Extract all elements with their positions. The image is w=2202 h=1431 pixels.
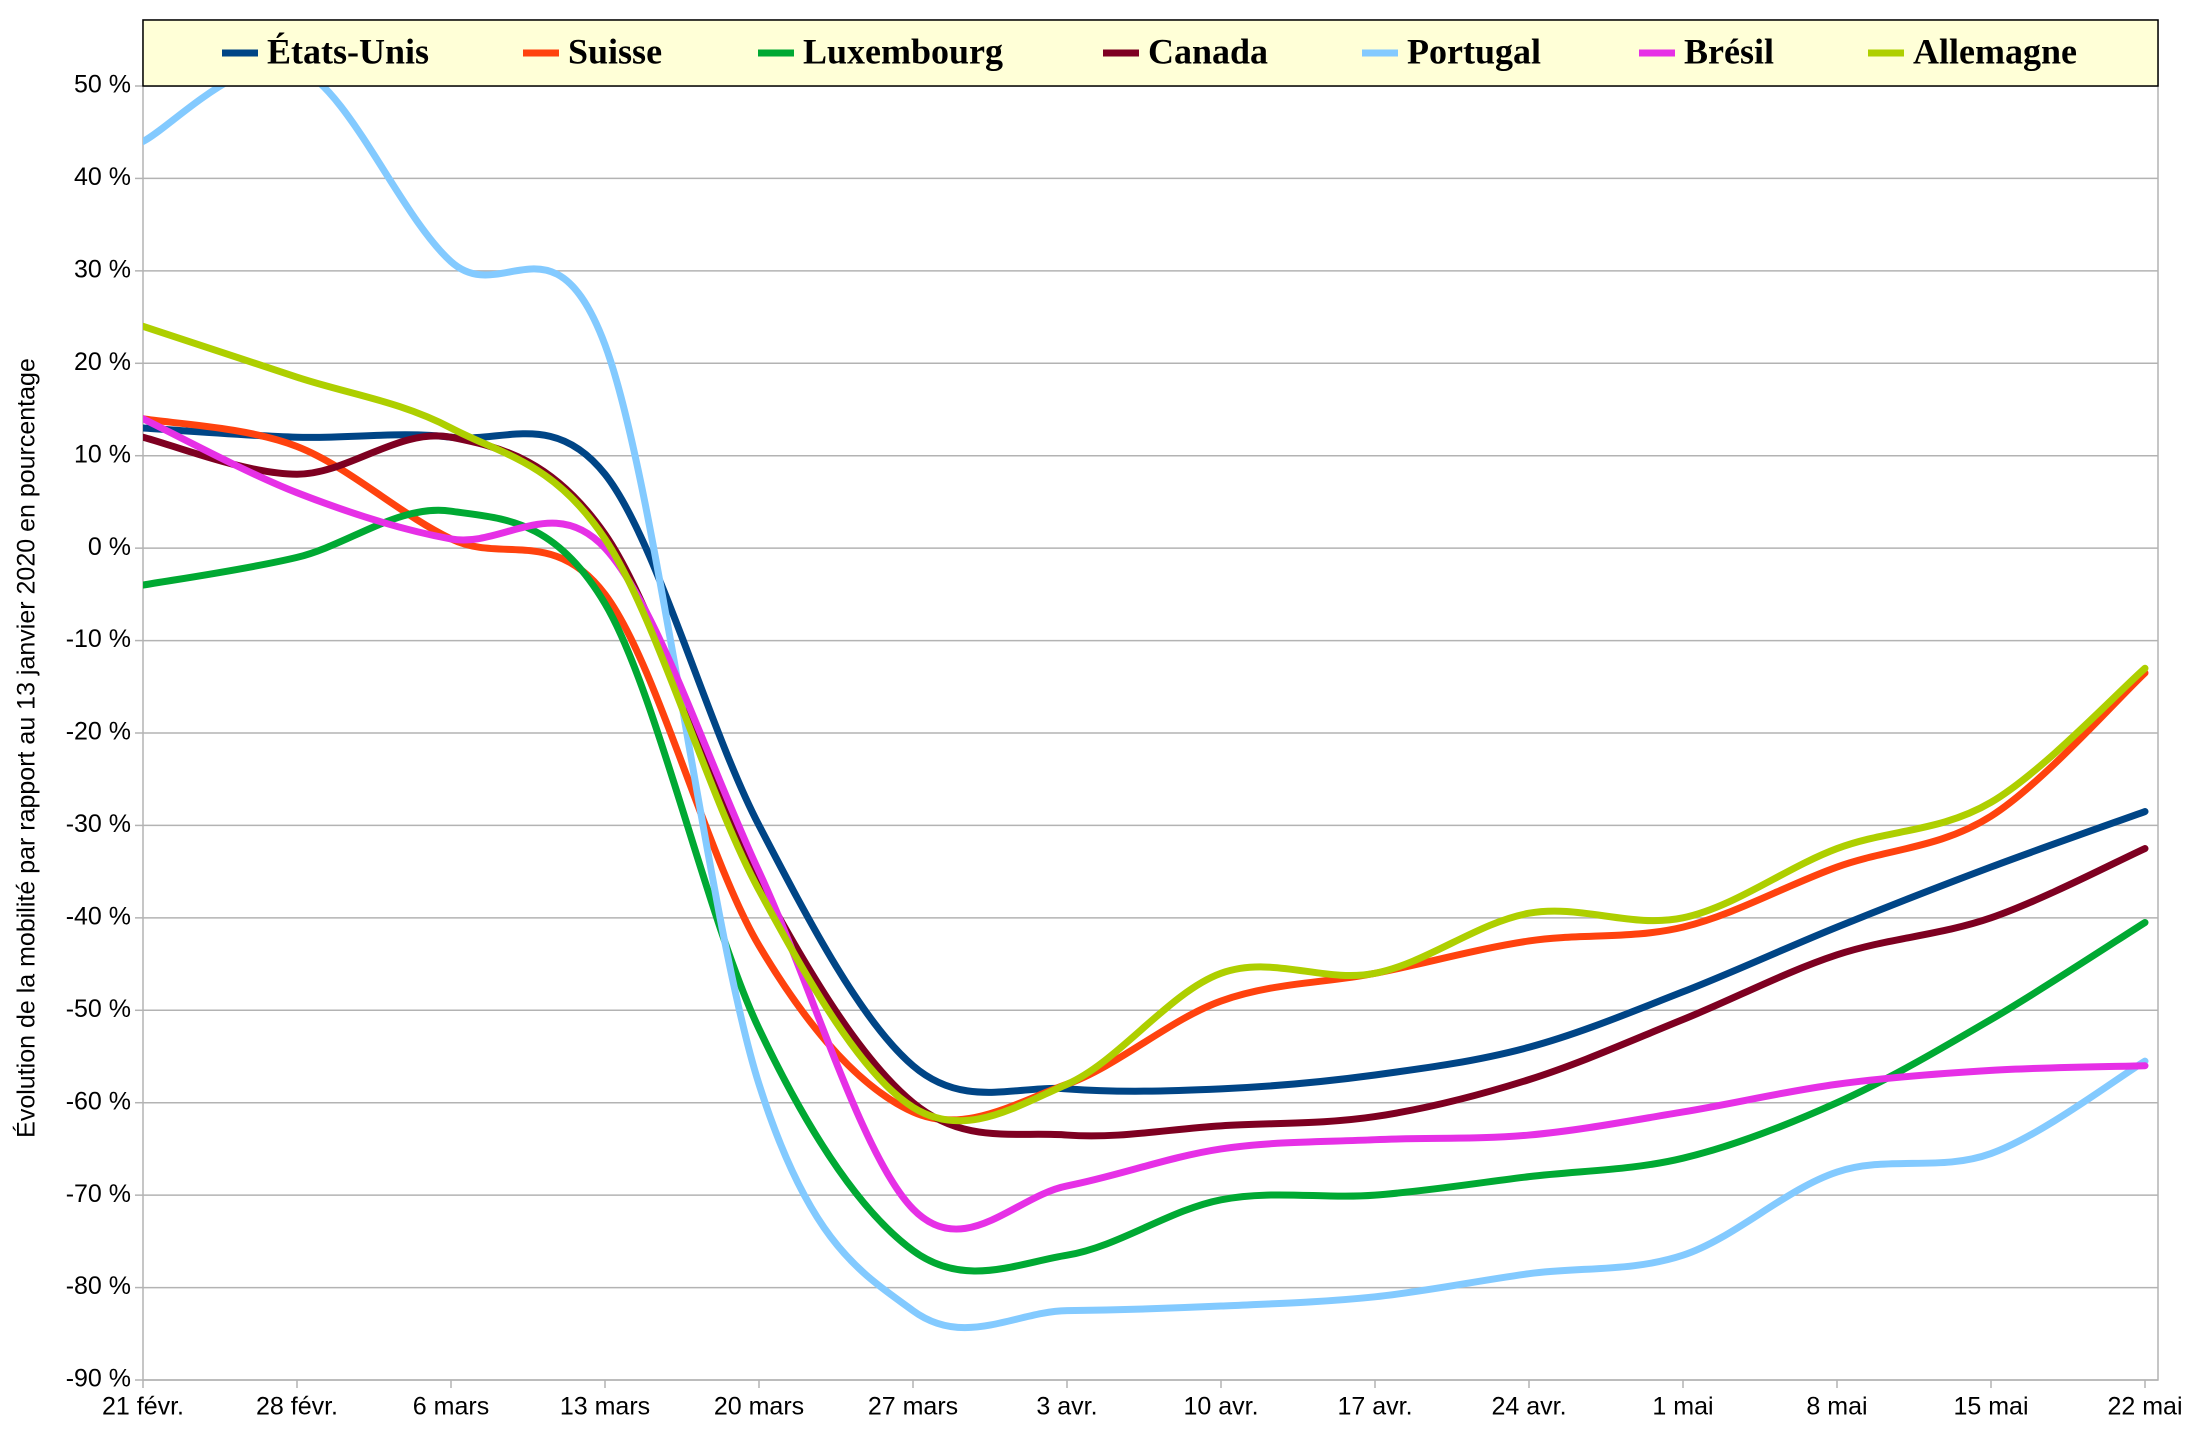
x-tick-label: 24 avr. <box>1491 1393 1566 1421</box>
y-tick-label: -20 % <box>66 718 131 746</box>
x-tick-label: 17 avr. <box>1337 1393 1412 1421</box>
y-tick-label: 0 % <box>88 533 131 561</box>
x-tick-label: 20 mars <box>714 1393 804 1421</box>
x-tick-label: 1 mai <box>1652 1393 1713 1421</box>
series-line <box>143 424 2149 1096</box>
x-tick-label: 10 avr. <box>1183 1393 1258 1421</box>
series-line <box>143 322 2149 1125</box>
x-tick-label: 22 mai <box>2107 1393 2182 1421</box>
legend-label: Brésil <box>1684 31 1774 71</box>
series-group <box>143 61 2149 1332</box>
legend-label: Suisse <box>568 31 662 71</box>
plot-area <box>142 19 2159 1381</box>
y-tick-label: -90 % <box>66 1365 131 1393</box>
x-tick-label: 3 avr. <box>1036 1393 1097 1421</box>
y-tick-label: -70 % <box>66 1180 131 1208</box>
legend-label: Luxembourg <box>803 31 1003 71</box>
y-tick-label: 40 % <box>74 163 131 191</box>
y-axis-title: Évolution de la mobilité par rapport au … <box>12 358 41 1138</box>
y-tick-label: -80 % <box>66 1272 131 1300</box>
y-tick-label: -60 % <box>66 1087 131 1115</box>
y-tick-label: 10 % <box>74 440 131 468</box>
series-line <box>143 61 2149 1332</box>
x-tick-label: 27 mars <box>868 1393 958 1421</box>
x-tick-label: 6 mars <box>413 1393 489 1421</box>
legend-label: États-Unis <box>267 31 429 71</box>
series-line <box>143 415 2149 1233</box>
x-tick-label: 21 févr. <box>102 1393 184 1421</box>
y-tick-label: 20 % <box>74 348 131 376</box>
y-tick-label: 50 % <box>74 71 131 99</box>
legend-label: Canada <box>1148 31 1268 71</box>
legend-box <box>142 19 2159 87</box>
y-tick-label: -40 % <box>66 902 131 930</box>
x-tick-label: 28 févr. <box>256 1393 338 1421</box>
x-tick-label: 8 mai <box>1806 1393 1867 1421</box>
x-tick-label: 15 mai <box>1953 1393 2028 1421</box>
legend-label: Allemagne <box>1913 31 2077 71</box>
series-line <box>143 506 2149 1275</box>
y-tick-label: 30 % <box>74 255 131 283</box>
y-tick-label: -50 % <box>66 995 131 1023</box>
x-tick-label: 13 mars <box>560 1393 650 1421</box>
legend-label: Portugal <box>1407 31 1541 71</box>
y-tick-label: -10 % <box>66 625 131 653</box>
y-tick-label: -30 % <box>66 810 131 838</box>
